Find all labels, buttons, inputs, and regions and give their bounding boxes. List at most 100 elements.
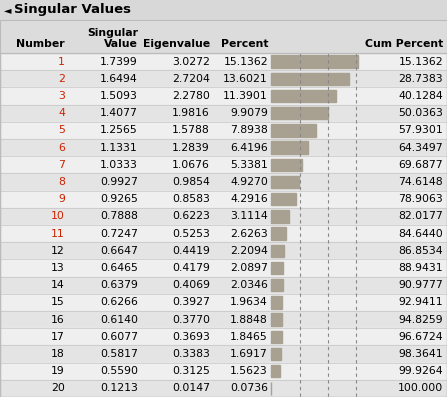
Bar [0, 311, 447, 328]
Text: 40.1284: 40.1284 [398, 91, 443, 101]
Text: 0.3927: 0.3927 [172, 297, 210, 307]
Text: 1.8465: 1.8465 [230, 332, 268, 342]
Text: 17: 17 [51, 332, 65, 342]
Bar [0, 87, 447, 104]
Bar [271, 107, 328, 119]
Text: 2.0897: 2.0897 [230, 263, 268, 273]
Text: 1.5623: 1.5623 [230, 366, 268, 376]
Bar [0, 328, 447, 345]
Text: 74.6148: 74.6148 [398, 177, 443, 187]
Bar [271, 210, 289, 223]
Bar [0, 225, 447, 242]
Bar [271, 73, 349, 85]
Text: 0.9265: 0.9265 [100, 194, 138, 204]
Text: 57.9301: 57.9301 [398, 125, 443, 135]
Text: 0.3383: 0.3383 [172, 349, 210, 359]
Text: 94.8259: 94.8259 [398, 314, 443, 325]
Text: 1.6917: 1.6917 [230, 349, 268, 359]
Text: 12: 12 [51, 246, 65, 256]
Text: 28.7383: 28.7383 [398, 74, 443, 84]
Text: 0.3125: 0.3125 [172, 366, 210, 376]
Text: Number: Number [17, 39, 65, 49]
Bar [271, 279, 283, 291]
Text: 11: 11 [51, 229, 65, 239]
Bar [271, 159, 302, 171]
Bar [0, 259, 447, 277]
Bar [0, 294, 447, 311]
Text: 2.7204: 2.7204 [172, 74, 210, 84]
Text: 0.4069: 0.4069 [172, 280, 210, 290]
Text: 1.1331: 1.1331 [100, 143, 138, 152]
Text: ◄: ◄ [4, 5, 12, 15]
Text: 90.9777: 90.9777 [398, 280, 443, 290]
Bar [0, 345, 447, 362]
Text: 15: 15 [51, 297, 65, 307]
Bar [271, 331, 282, 343]
Bar [0, 104, 447, 122]
Text: 88.9431: 88.9431 [398, 263, 443, 273]
Text: 20: 20 [51, 384, 65, 393]
Bar [0, 156, 447, 173]
Text: 96.6724: 96.6724 [398, 332, 443, 342]
Text: 6.4196: 6.4196 [230, 143, 268, 152]
Text: 8: 8 [58, 177, 65, 187]
Text: 0.3770: 0.3770 [172, 314, 210, 325]
Text: 92.9411: 92.9411 [398, 297, 443, 307]
Text: 86.8534: 86.8534 [398, 246, 443, 256]
Bar [0, 122, 447, 139]
Text: 3.1114: 3.1114 [230, 211, 268, 222]
Text: 6: 6 [58, 143, 65, 152]
Bar [0, 362, 447, 380]
Text: 0.4179: 0.4179 [172, 263, 210, 273]
Bar [0, 0, 447, 20]
Text: 7: 7 [58, 160, 65, 170]
Text: 0.6647: 0.6647 [100, 246, 138, 256]
Bar [271, 193, 295, 205]
Text: 15.1362: 15.1362 [398, 57, 443, 67]
Bar [271, 348, 281, 360]
Text: 1.2839: 1.2839 [172, 143, 210, 152]
Text: 2.0346: 2.0346 [230, 280, 268, 290]
Text: 0.7888: 0.7888 [100, 211, 138, 222]
Text: 0.9854: 0.9854 [172, 177, 210, 187]
Bar [271, 56, 358, 68]
Bar [0, 380, 447, 397]
Text: 2: 2 [58, 74, 65, 84]
Text: 1.5093: 1.5093 [100, 91, 138, 101]
Text: 13: 13 [51, 263, 65, 273]
Text: 1.6494: 1.6494 [100, 74, 138, 84]
Text: 2.6263: 2.6263 [230, 229, 268, 239]
Text: 4.9270: 4.9270 [230, 177, 268, 187]
Text: 100.000: 100.000 [398, 384, 443, 393]
Bar [271, 296, 283, 308]
Bar [0, 173, 447, 191]
Text: 1.8848: 1.8848 [230, 314, 268, 325]
Bar [271, 262, 283, 274]
Bar [0, 277, 447, 294]
Text: 11.3901: 11.3901 [223, 91, 268, 101]
Bar [271, 90, 337, 102]
Text: 0.7247: 0.7247 [100, 229, 138, 239]
Bar [271, 176, 299, 188]
Bar [0, 70, 447, 87]
Text: 0.6379: 0.6379 [100, 280, 138, 290]
Text: 0.5590: 0.5590 [100, 366, 138, 376]
Text: 84.6440: 84.6440 [398, 229, 443, 239]
Text: 5.3381: 5.3381 [230, 160, 268, 170]
Text: 0.5817: 0.5817 [100, 349, 138, 359]
Bar [0, 20, 447, 53]
Text: 18: 18 [51, 349, 65, 359]
Bar [271, 245, 284, 257]
Text: 0.6140: 0.6140 [100, 314, 138, 325]
Text: 1.4077: 1.4077 [100, 108, 138, 118]
Text: 1.7399: 1.7399 [100, 57, 138, 67]
Bar [271, 227, 286, 240]
Text: 4: 4 [58, 108, 65, 118]
Text: 16: 16 [51, 314, 65, 325]
Bar [0, 53, 447, 70]
Text: Singular: Singular [87, 27, 138, 38]
Text: 0.6266: 0.6266 [100, 297, 138, 307]
Text: 0.0736: 0.0736 [230, 384, 268, 393]
Text: 3.0272: 3.0272 [172, 57, 210, 67]
Bar [271, 141, 308, 154]
